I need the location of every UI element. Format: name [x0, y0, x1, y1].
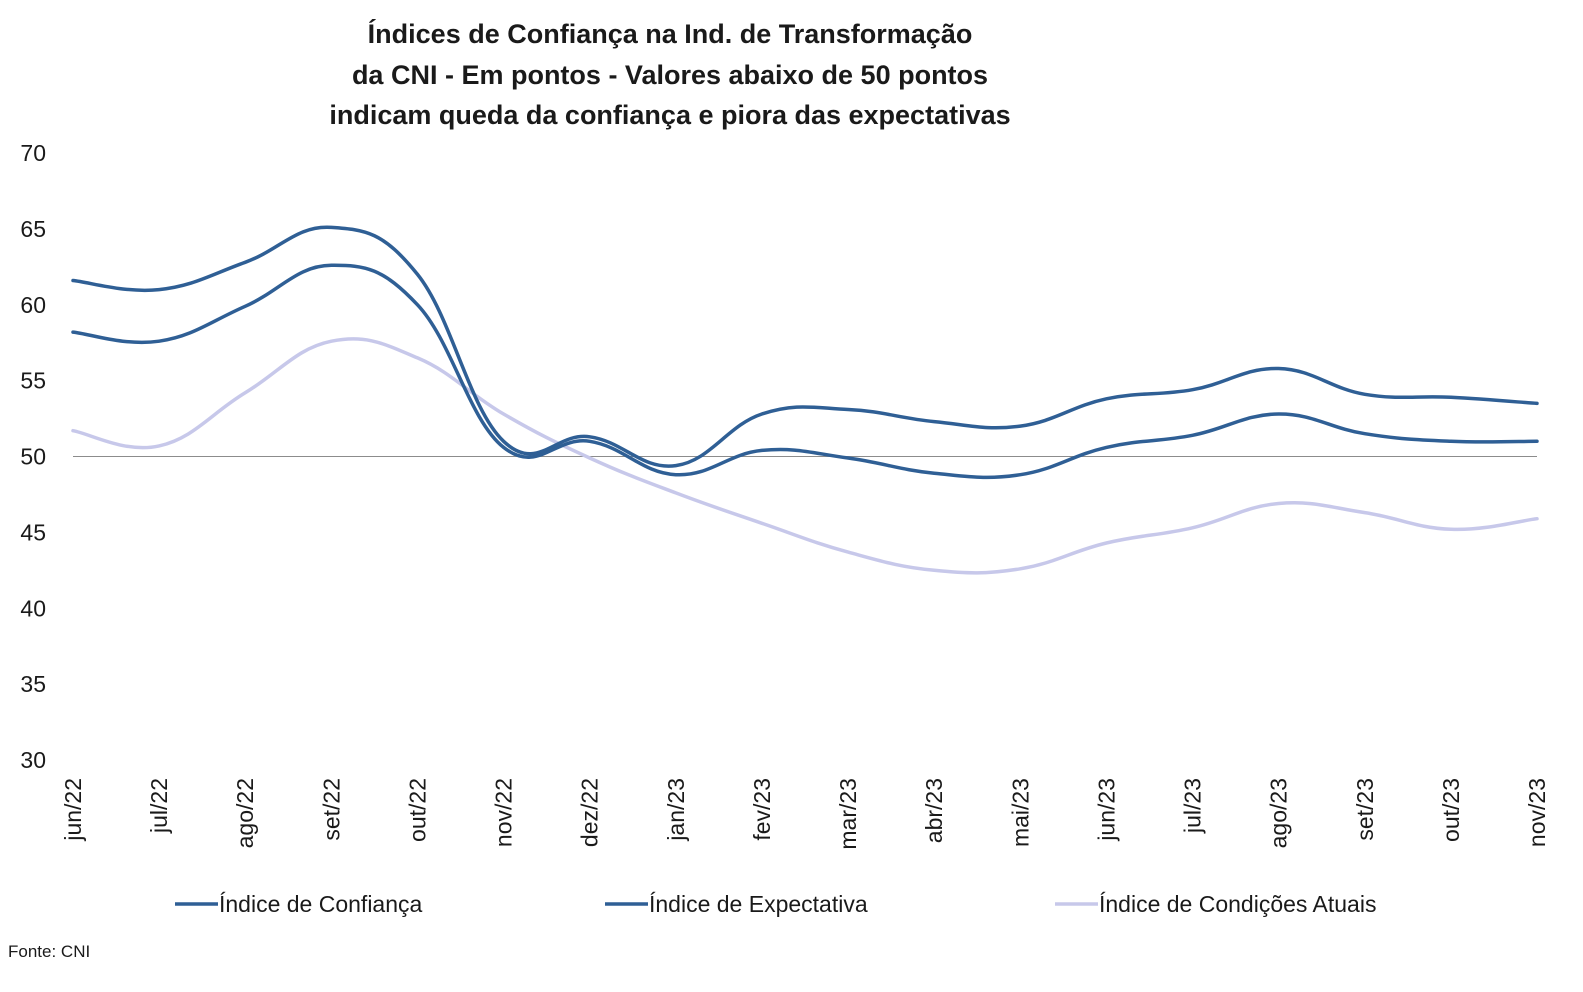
x-tick-label: mai/23	[1007, 778, 1033, 847]
x-axis: jun/22 jul/22 ago/22 set/22 out/22 nov/22 dez/…	[60, 778, 1550, 850]
y-tick-label: 50	[20, 444, 46, 470]
x-tick-label: out/23	[1438, 778, 1464, 842]
x-tick-label: mar/23	[835, 778, 861, 850]
x-tick-label: jun/23	[1093, 778, 1119, 842]
y-tick-label: 70	[20, 140, 46, 166]
y-tick-label: 35	[20, 671, 46, 697]
series-line-indice-de-condicoes-atuais	[71, 337, 1539, 575]
y-tick-label: 45	[20, 519, 46, 545]
x-tick-label: jul/23	[1180, 778, 1206, 834]
legend-label: Índice de Condições Atuais	[1099, 891, 1376, 917]
x-tick-label: ago/22	[232, 778, 258, 848]
series-line-indice-de-confianca	[71, 225, 1539, 468]
chart-title: Índices de Confiança na Ind. de Transfor…	[329, 18, 1010, 130]
chart-title-line-3: indicam queda da confiança e piora das e…	[329, 100, 1010, 130]
legend-label: Índice de Confiança	[219, 891, 423, 917]
x-tick-label: jun/22	[60, 778, 86, 842]
legend-label: Índice de Expectativa	[649, 891, 868, 917]
x-tick-label: nov/23	[1524, 778, 1550, 847]
x-tick-label: jul/22	[146, 778, 172, 834]
x-tick-label: ago/23	[1266, 778, 1292, 848]
y-tick-label: 30	[20, 747, 46, 773]
chart-title-line-1: Índices de Confiança na Ind. de Transfor…	[368, 18, 973, 49]
x-tick-label: jan/23	[663, 778, 689, 842]
y-tick-label: 60	[20, 292, 46, 318]
chart-title-line-2: da CNI - Em pontos - Valores abaixo de 5…	[352, 60, 988, 90]
y-tick-label: 55	[20, 368, 46, 394]
series-line-indice-de-expectativa	[71, 263, 1539, 480]
source-note: Fonte: CNI	[8, 942, 90, 961]
series-group	[71, 225, 1539, 575]
x-tick-label: set/22	[318, 778, 344, 841]
x-tick-label: fev/23	[749, 778, 775, 841]
x-tick-label: abr/23	[921, 778, 947, 843]
x-tick-label: set/23	[1352, 778, 1378, 841]
x-tick-label: nov/22	[491, 778, 517, 847]
x-tick-label: dez/22	[577, 778, 603, 847]
y-tick-label: 65	[20, 216, 46, 242]
y-tick-label: 40	[20, 595, 46, 621]
y-axis: 30 35 40 45 50 55 60 65 70	[20, 140, 46, 773]
x-tick-label: out/22	[404, 778, 430, 842]
legend: Índice de Confiança Índice de Expectativa…	[175, 891, 1376, 917]
